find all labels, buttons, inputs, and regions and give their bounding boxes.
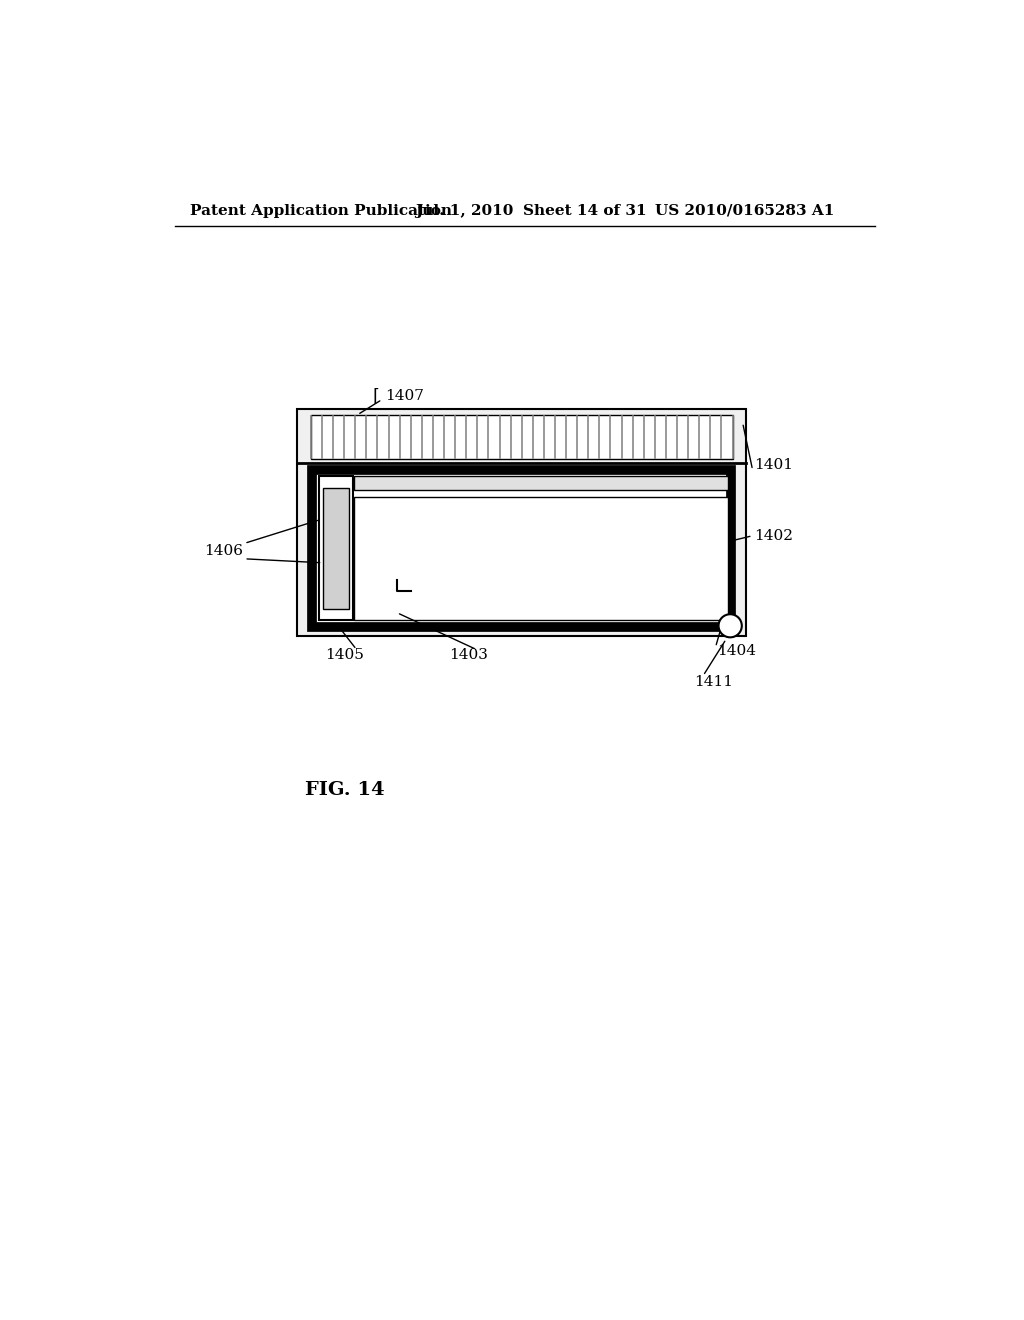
Text: Jul. 1, 2010: Jul. 1, 2010 <box>415 203 513 218</box>
Bar <box>297 409 746 636</box>
Text: FIG. 14: FIG. 14 <box>305 781 384 799</box>
Bar <box>312 470 731 627</box>
Bar <box>323 488 349 609</box>
Text: 1401: 1401 <box>755 458 794 471</box>
Text: 1404: 1404 <box>717 644 756 659</box>
Text: 1411: 1411 <box>693 675 733 689</box>
Bar <box>354 498 728 620</box>
Text: Patent Application Publication: Patent Application Publication <box>190 203 452 218</box>
Bar <box>311 414 732 459</box>
Text: 1405: 1405 <box>326 648 365 663</box>
Text: 1402: 1402 <box>755 529 794 543</box>
Text: ⌈: ⌈ <box>373 387 380 404</box>
Text: Sheet 14 of 31: Sheet 14 of 31 <box>523 203 647 218</box>
Text: 1407: 1407 <box>385 388 424 403</box>
Bar <box>318 477 352 620</box>
Text: US 2010/0165283 A1: US 2010/0165283 A1 <box>655 203 835 218</box>
Text: 1406: 1406 <box>204 544 243 558</box>
Text: 1403: 1403 <box>450 648 488 663</box>
Circle shape <box>719 614 741 638</box>
Bar <box>354 477 728 490</box>
